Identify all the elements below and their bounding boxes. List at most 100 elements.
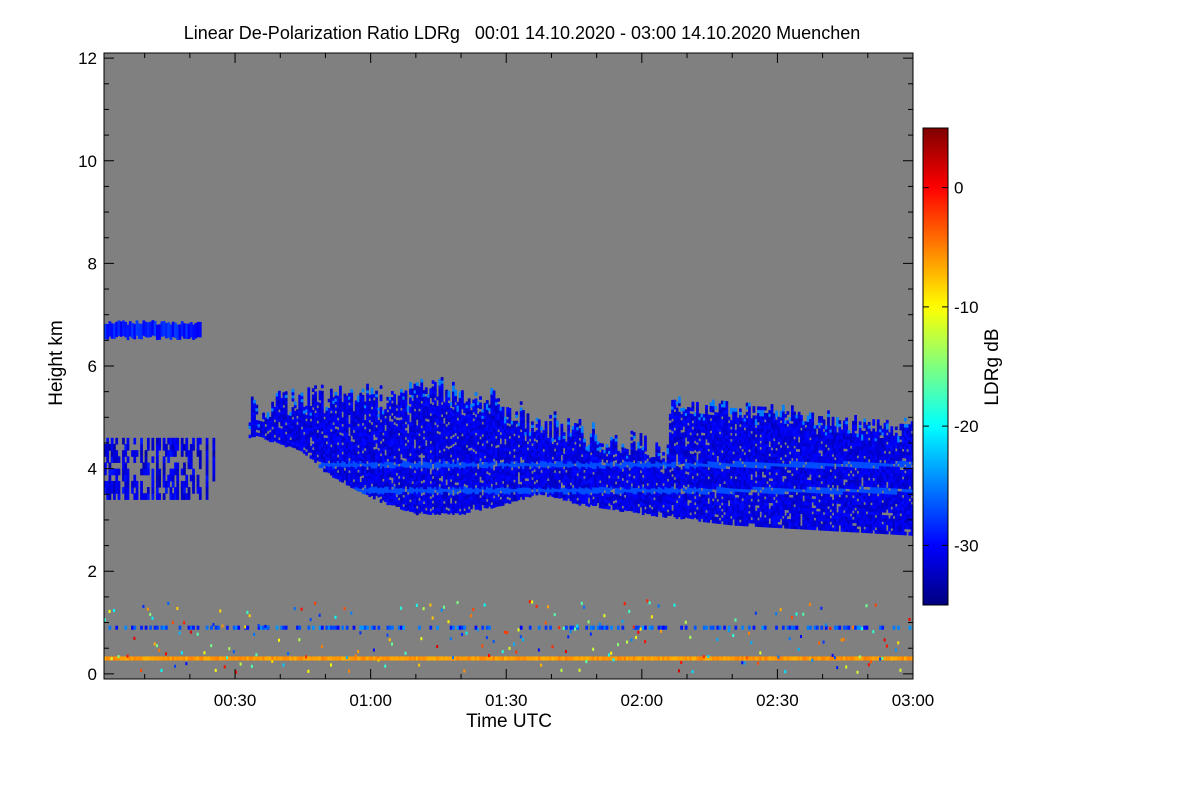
heatmap-cell — [452, 501, 455, 506]
heatmap-cell — [616, 453, 620, 458]
heatmap-cell — [626, 458, 629, 462]
heatmap-cell — [271, 429, 274, 434]
heatmap-cell — [465, 432, 469, 436]
heatmap-cell — [476, 506, 480, 510]
heatmap-cell — [413, 479, 417, 483]
heatmap-cell — [275, 417, 279, 422]
heatmap-cell — [422, 656, 426, 661]
heatmap-cell — [630, 495, 634, 499]
heatmap-cell — [637, 463, 641, 468]
heatmap-cell — [142, 320, 146, 336]
heatmap-cell — [433, 409, 437, 414]
heatmap-cell — [433, 511, 437, 515]
heatmap-cell — [395, 475, 399, 480]
heatmap-cell — [626, 455, 629, 459]
heatmap-cell — [438, 446, 442, 451]
heatmap-cell — [386, 633, 389, 637]
heatmap-cell — [210, 644, 213, 648]
heatmap-cell — [368, 450, 372, 454]
heatmap-cell — [178, 631, 181, 635]
heatmap-cell — [467, 509, 471, 513]
heatmap-cell — [431, 407, 435, 412]
heatmap-cell — [311, 422, 315, 426]
heatmap-cell — [402, 448, 406, 452]
heatmap-cell — [155, 625, 159, 630]
heatmap-cell — [626, 449, 629, 453]
heatmap-cell — [415, 496, 419, 500]
heatmap-cell — [472, 405, 476, 410]
heatmap-cell — [284, 419, 288, 423]
heatmap-cell — [370, 449, 374, 453]
heatmap-cell — [551, 493, 555, 497]
heatmap-cell — [560, 442, 564, 446]
heatmap-cell — [196, 443, 200, 451]
heatmap-cell — [169, 493, 173, 500]
heatmap-cell — [449, 432, 453, 437]
heatmap-cell — [601, 452, 604, 457]
heatmap-cell — [336, 460, 340, 465]
heatmap-cell — [553, 472, 557, 477]
heatmap-cell — [284, 400, 288, 405]
heatmap-cell — [167, 450, 171, 457]
heatmap-cell — [454, 454, 458, 458]
heatmap-cell — [569, 656, 573, 661]
heatmap-cell — [341, 408, 345, 412]
heatmap-cell — [352, 482, 356, 486]
heatmap-cell — [488, 423, 491, 427]
heatmap-cell — [644, 625, 647, 630]
heatmap-cell — [449, 494, 453, 498]
heatmap-cell — [311, 403, 315, 408]
heatmap-cell — [284, 409, 288, 414]
heatmap-cell — [639, 442, 643, 446]
heatmap-cell — [390, 489, 394, 494]
heatmap-cell — [363, 625, 367, 630]
heatmap-cell — [562, 469, 566, 473]
heatmap-cell — [282, 423, 286, 427]
heatmap-cell — [305, 415, 308, 419]
heatmap-cell — [603, 499, 607, 503]
heatmap-cell — [635, 459, 638, 464]
heatmap-cell — [632, 456, 636, 461]
heatmap-cell — [533, 490, 537, 494]
heatmap-cell — [341, 656, 345, 661]
heatmap-cell — [598, 504, 602, 509]
heatmap-cell — [350, 447, 354, 452]
heatmap-cell — [592, 431, 595, 436]
heatmap-cell — [386, 424, 390, 429]
heatmap-cell — [436, 470, 439, 475]
heatmap-cell — [592, 480, 595, 485]
heatmap-cell — [456, 438, 460, 443]
heatmap-cell — [253, 408, 256, 413]
heatmap-cell — [366, 488, 369, 492]
heatmap-cell — [474, 478, 478, 483]
heatmap-cell — [592, 459, 595, 463]
heatmap-cell — [433, 428, 437, 432]
heatmap-cell — [359, 448, 363, 452]
heatmap-cell — [413, 476, 417, 480]
heatmap-cell — [578, 462, 582, 466]
heatmap-cell — [626, 461, 629, 465]
heatmap-cell — [300, 438, 304, 443]
heatmap-cell — [370, 473, 374, 478]
heatmap-cell — [165, 323, 168, 339]
heatmap-cell — [639, 466, 643, 471]
heatmap-cell — [165, 625, 168, 630]
heatmap-cell — [307, 625, 311, 630]
heatmap-cell — [390, 397, 394, 401]
heatmap-cell — [302, 407, 306, 411]
heatmap-cell — [628, 495, 632, 499]
heatmap-cell — [205, 456, 209, 463]
heatmap-cell — [302, 434, 306, 439]
heatmap-cell — [402, 439, 406, 443]
heatmap-cell — [605, 462, 609, 467]
heatmap-cell — [361, 404, 365, 408]
heatmap-cell — [379, 434, 383, 439]
heatmap-cell — [357, 481, 360, 486]
heatmap-cell — [395, 484, 399, 489]
heatmap-cell — [619, 498, 622, 503]
heatmap-cell — [461, 510, 464, 514]
heatmap-cell — [623, 448, 627, 452]
heatmap-cell — [587, 447, 591, 452]
heatmap-cell — [406, 470, 410, 474]
heatmap-cell — [413, 417, 417, 422]
